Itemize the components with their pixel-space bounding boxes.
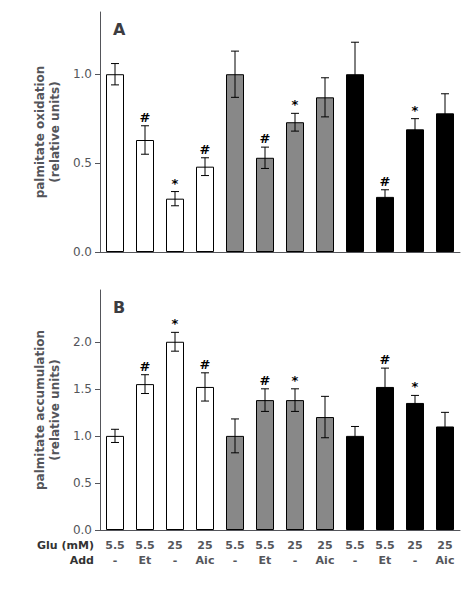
svg-text:#: # [140, 110, 151, 125]
svg-text:#: # [260, 131, 271, 146]
svg-text:-: - [293, 554, 298, 567]
svg-text:5.5: 5.5 [135, 539, 155, 552]
svg-text:#: # [140, 359, 151, 374]
svg-text:Et: Et [379, 554, 392, 567]
svg-text:25: 25 [167, 539, 182, 552]
svg-text:A: A [113, 20, 126, 39]
svg-text:Add: Add [70, 554, 94, 567]
svg-text:-: - [113, 554, 118, 567]
svg-text:B: B [113, 298, 125, 317]
svg-text:*: * [412, 103, 419, 118]
svg-text:Glu (mM): Glu (mM) [37, 539, 94, 552]
svg-text:Et: Et [139, 554, 152, 567]
svg-text:0.5: 0.5 [73, 156, 92, 170]
svg-text:Aic: Aic [436, 554, 455, 567]
svg-text:5.5: 5.5 [375, 539, 395, 552]
svg-text:(relative units): (relative units) [48, 81, 62, 182]
svg-text:-: - [233, 554, 238, 567]
svg-text:#: # [200, 142, 211, 157]
svg-text:0.0: 0.0 [73, 523, 92, 537]
svg-text:2.0: 2.0 [73, 335, 92, 349]
svg-text:Et: Et [259, 554, 272, 567]
svg-text:palmitate oxidation: palmitate oxidation [33, 66, 47, 199]
svg-text:5.5: 5.5 [345, 539, 365, 552]
svg-text:1.0: 1.0 [73, 429, 92, 443]
svg-text:0.5: 0.5 [73, 476, 92, 490]
svg-text:1.0: 1.0 [73, 67, 92, 81]
svg-text:#: # [200, 357, 211, 372]
svg-text:#: # [380, 352, 391, 367]
svg-text:*: * [292, 97, 299, 112]
svg-text:25: 25 [287, 539, 302, 552]
svg-text:*: * [292, 373, 299, 388]
svg-text:5.5: 5.5 [105, 539, 125, 552]
svg-text:(relative units): (relative units) [48, 359, 62, 460]
svg-text:*: * [172, 316, 179, 331]
svg-text:0.0: 0.0 [73, 245, 92, 259]
svg-text:Aic: Aic [316, 554, 335, 567]
svg-text:-: - [353, 554, 358, 567]
svg-text:*: * [412, 379, 419, 394]
svg-text:25: 25 [437, 539, 452, 552]
svg-text:palmitate accumulation: palmitate accumulation [33, 330, 47, 490]
svg-text:5.5: 5.5 [255, 539, 275, 552]
svg-text:-: - [173, 554, 178, 567]
svg-text:25: 25 [317, 539, 332, 552]
svg-text:5.5: 5.5 [225, 539, 245, 552]
svg-text:Aic: Aic [196, 554, 215, 567]
svg-text:-: - [413, 554, 418, 567]
svg-text:25: 25 [407, 539, 422, 552]
svg-text:*: * [172, 176, 179, 191]
svg-text:#: # [380, 174, 391, 189]
svg-text:25: 25 [197, 539, 212, 552]
svg-text:#: # [260, 373, 271, 388]
svg-text:1.5: 1.5 [73, 382, 92, 396]
